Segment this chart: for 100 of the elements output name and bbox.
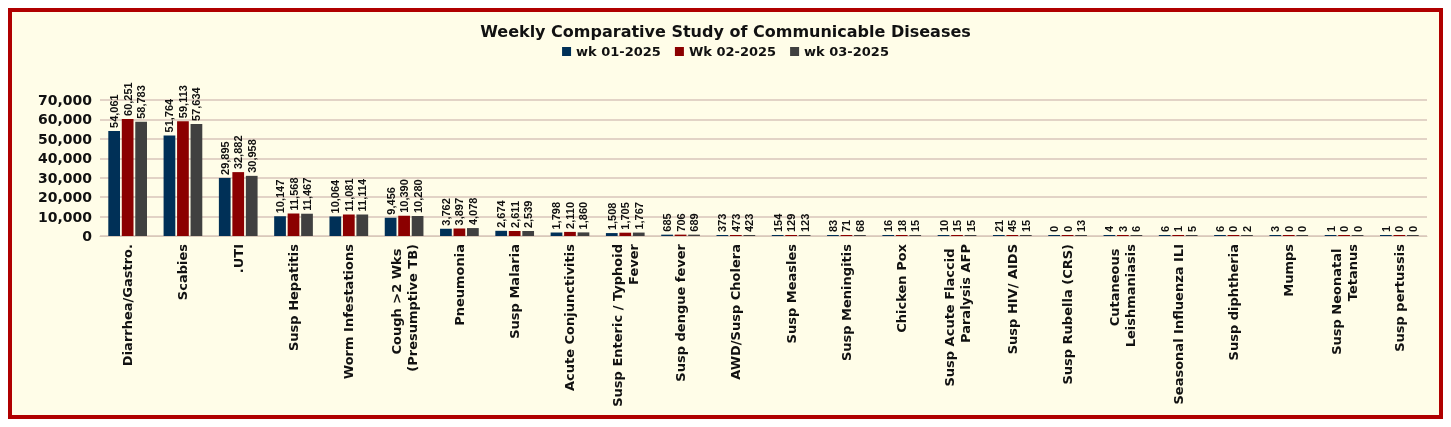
x-tick-label: Susp dengue fever	[673, 243, 689, 382]
data-label: 0	[1296, 225, 1309, 232]
data-label: 58,783	[135, 85, 148, 119]
data-label: 2,611	[508, 201, 521, 228]
data-label: 51,764	[163, 97, 176, 133]
x-tick-label: Susp Hepatitis	[286, 243, 302, 352]
data-label: 0	[1393, 225, 1406, 232]
y-tick-label: 30,000	[37, 169, 93, 186]
x-tick-label: Pneumonia	[451, 244, 467, 326]
bar	[329, 216, 342, 236]
bar	[384, 217, 397, 236]
bar	[163, 135, 176, 236]
data-label: 32,882	[232, 135, 245, 170]
bar	[218, 177, 231, 236]
data-label: 11,081	[342, 178, 355, 212]
data-label: 11,114	[356, 178, 369, 212]
data-label: 11,467	[301, 177, 314, 211]
bar	[508, 230, 521, 236]
x-tick-label: Worm Infestations	[341, 243, 357, 380]
data-label: 4,078	[466, 197, 479, 226]
data-label: 21	[992, 219, 1005, 232]
bar	[467, 228, 479, 236]
data-label: 0	[1227, 225, 1240, 232]
data-label: 129	[785, 213, 798, 232]
data-label: 0	[1351, 225, 1364, 232]
data-label: 123	[798, 213, 811, 232]
y-tick-label: 40,000	[37, 150, 93, 167]
x-tick-label: Susp Meningitis	[838, 243, 854, 362]
data-label: 11,568	[287, 177, 300, 211]
data-label: 5	[1185, 225, 1198, 232]
x-tick-label: Diarrhea/Gastro.	[120, 244, 136, 367]
bar	[619, 232, 632, 236]
data-label: 1,860	[577, 201, 590, 230]
y-tick-label: 70,000	[37, 92, 93, 108]
x-tick-label: Scabies	[175, 243, 191, 301]
data-label: 15	[951, 219, 964, 232]
bar	[177, 121, 189, 236]
x-tick-label: Susp HIV/ AIDS	[1004, 244, 1020, 355]
data-label: 18	[895, 219, 908, 232]
data-label: 423	[743, 213, 756, 232]
data-label: 685	[661, 213, 674, 232]
x-tick-label: .UTI	[230, 244, 246, 274]
x-tick-label: Susp Rubella (CRS)	[1060, 244, 1076, 385]
bar	[564, 231, 576, 236]
data-label: 0	[1048, 225, 1061, 232]
x-tick-label: Susp Malaria	[507, 244, 523, 339]
data-label: 1,705	[619, 202, 632, 230]
x-tick-label: Susp diphtheria	[1225, 244, 1241, 361]
data-label: 45	[1006, 219, 1019, 232]
bar	[301, 213, 313, 236]
data-label: 29,895	[218, 141, 231, 175]
data-label: 3,762	[439, 198, 452, 226]
data-label: 6	[1213, 225, 1226, 232]
x-tick-label: Susp Neonatal Tetanus	[1328, 243, 1360, 355]
x-tick-label: Susp Measles	[783, 243, 799, 344]
data-label: 10,280	[411, 179, 424, 214]
x-tick-label: Cutaneous Leishmaniasis	[1107, 243, 1139, 348]
data-label: 0	[1282, 225, 1295, 232]
data-label: 16	[882, 219, 895, 232]
bar	[453, 228, 466, 236]
data-label: 9,456	[384, 187, 397, 215]
y-tick-label: 50,000	[37, 130, 93, 147]
data-label: 60,251	[121, 82, 134, 116]
x-tick-label: AWD/Susp Cholera	[728, 244, 744, 380]
data-label: 6	[1130, 225, 1143, 232]
x-tick-label: Susp Enteric / Typhoid Fever	[609, 243, 641, 407]
bar	[577, 232, 590, 236]
x-tick-label: Seasonal Influenza ILI	[1170, 244, 1186, 405]
data-label: 0	[1061, 225, 1074, 232]
data-label: 473	[729, 213, 742, 232]
data-label: 0	[1338, 225, 1351, 232]
x-tick-label: Chicken Pox	[894, 243, 910, 333]
data-label: 4	[1103, 225, 1116, 232]
data-label: 10	[937, 219, 950, 232]
x-tick-label: Susp Acute Flaccid Paralysis AFP	[941, 244, 973, 387]
legend-label: Wk 02-2025	[688, 44, 777, 59]
y-tick-label: 10,000	[37, 208, 93, 225]
bar	[287, 213, 300, 236]
bar	[440, 228, 452, 236]
bar	[398, 215, 410, 236]
data-label: 15	[964, 219, 977, 232]
y-tick-label: 60,000	[37, 111, 93, 128]
data-label: 1,508	[605, 202, 618, 231]
data-label: 3,897	[453, 197, 466, 226]
bar	[190, 124, 203, 236]
data-label: 1	[1324, 225, 1337, 232]
data-label: 6	[1158, 225, 1171, 232]
bar	[245, 175, 258, 236]
y-tick-label: 0	[82, 228, 93, 244]
data-label: 13	[1075, 219, 1088, 232]
data-label: 2,110	[563, 201, 576, 229]
data-label: 3	[1116, 225, 1129, 232]
data-label: 10,147	[274, 179, 287, 214]
data-label: 71	[840, 219, 853, 232]
bar	[522, 231, 535, 236]
data-label: 154	[771, 212, 784, 232]
data-label: 1	[1172, 225, 1185, 232]
x-tick-label: Cough >2 Wks (Presumptive TB)	[388, 244, 420, 372]
data-label: 2	[1240, 225, 1253, 232]
data-label: 3	[1269, 225, 1282, 232]
